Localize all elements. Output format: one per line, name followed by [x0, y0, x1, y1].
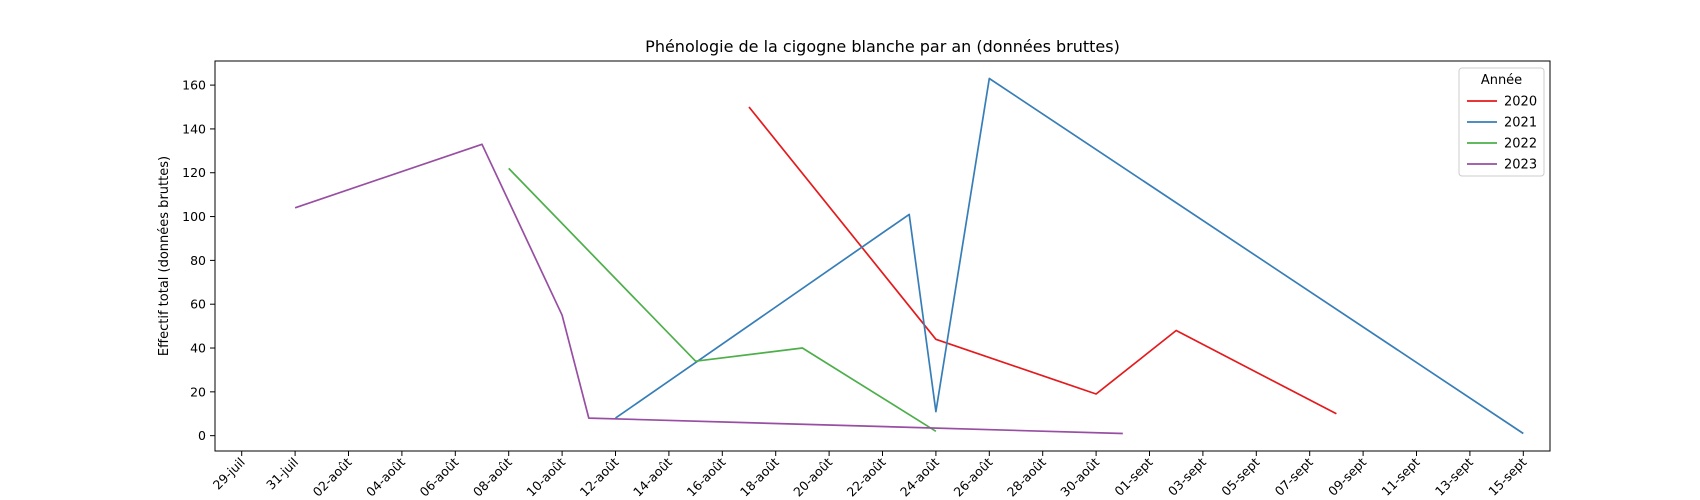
y-tick-label: 60	[190, 297, 206, 312]
series-line-2021	[615, 77, 1524, 435]
y-tick-label: 100	[182, 209, 206, 224]
legend-label-2023: 2023	[1504, 158, 1537, 173]
y-tick-label: 0	[198, 428, 206, 443]
x-tick-label: 03-sept	[1165, 454, 1209, 498]
x-tick-label: 13-sept	[1432, 454, 1476, 498]
x-tick-label: 16-août	[683, 454, 728, 499]
y-axis-label: Effectif total (données bruttes)	[157, 156, 172, 356]
legend-box	[1458, 67, 1545, 177]
x-tick-label: 31-juil	[263, 455, 301, 493]
x-tick-label: 06-août	[416, 454, 461, 499]
plot-area	[294, 77, 1524, 435]
x-tick-label: 22-août	[844, 454, 889, 499]
y-tick-label: 160	[182, 78, 206, 93]
x-tick-label: 15-sept	[1485, 454, 1529, 498]
x-tick-label: 20-août	[790, 454, 835, 499]
x-tick-label: 14-août	[630, 454, 675, 499]
y-axis: 0 20 40 60 80 100 120 140 160	[182, 78, 215, 443]
x-tick-label: 28-août	[1004, 454, 1049, 499]
legend-label-2021: 2021	[1504, 116, 1537, 131]
y-tick-label: 40	[190, 341, 206, 356]
legend-title: Année	[1481, 73, 1522, 88]
x-tick-label: 11-sept	[1378, 454, 1422, 498]
x-tick-label: 10-août	[523, 454, 568, 499]
x-tick-label: 05-sept	[1218, 454, 1262, 498]
x-tick-label: 30-août	[1057, 454, 1102, 499]
x-tick-label: 08-août	[470, 454, 515, 499]
y-tick-label: 80	[190, 253, 206, 268]
x-tick-label: 12-août	[577, 454, 622, 499]
x-tick-label: 01-sept	[1111, 454, 1155, 498]
x-tick-label: 07-sept	[1272, 454, 1316, 498]
plot-frame	[214, 60, 1551, 452]
y-tick-label: 140	[182, 121, 206, 136]
series-line-2022	[508, 167, 937, 433]
x-tick-label: 18-août	[737, 454, 782, 499]
series-line-2020	[748, 106, 1337, 415]
x-axis: 29-juil 31-juil 02-août 04-août 06-août 08-ao…	[210, 451, 1529, 499]
x-tick-label: 29-juil	[210, 455, 248, 493]
x-tick-label: 24-août	[897, 454, 942, 499]
x-tick-label: 09-sept	[1325, 454, 1369, 498]
legend-label-2022: 2022	[1504, 137, 1537, 152]
chart-title: Phénologie de la cigogne blanche par an …	[645, 37, 1120, 56]
series-line-2023	[294, 143, 1123, 435]
x-tick-label: 02-août	[310, 454, 355, 499]
legend-label-2020: 2020	[1504, 95, 1537, 110]
y-tick-label: 120	[182, 165, 206, 180]
legend: Année 2020 2021 2022 2023	[1458, 67, 1545, 177]
x-tick-label: 26-août	[950, 454, 995, 499]
y-tick-label: 20	[190, 384, 206, 399]
x-tick-label: 04-août	[363, 454, 408, 499]
